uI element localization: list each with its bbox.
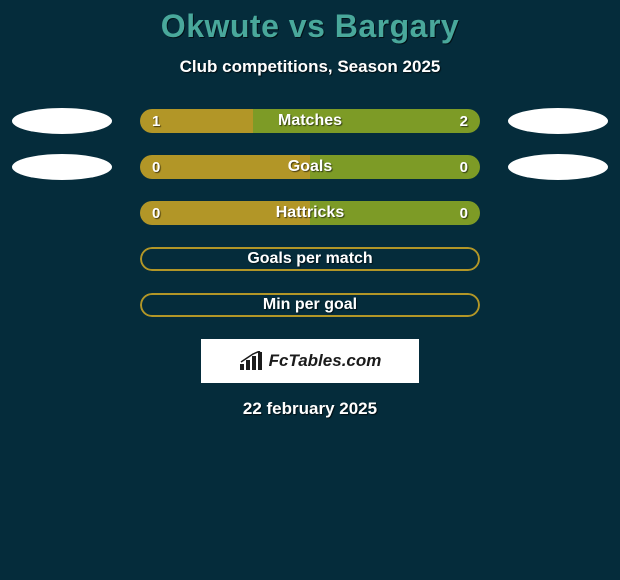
page-title: Okwute vs Bargary [0,8,620,45]
stat-row: Min per goal [0,293,620,317]
comparison-card: Okwute vs Bargary Club competitions, Sea… [0,0,620,419]
player-badge-right [508,154,608,180]
placeholder [508,292,608,318]
logo-inner: FcTables.com [239,351,382,371]
chart-icon [239,351,263,371]
placeholder [12,292,112,318]
stat-row: 00Goals [0,155,620,179]
logo-text: FcTables.com [269,351,382,371]
stat-bar: 12Matches [140,109,480,133]
player-badge-left [12,154,112,180]
player-badge-left [12,108,112,134]
placeholder [508,246,608,272]
stat-bar: 00Hattricks [140,201,480,225]
stat-label: Matches [140,109,480,133]
stat-label: Goals per match [140,247,480,271]
stat-bar: Min per goal [140,293,480,317]
placeholder [508,200,608,226]
stat-label: Goals [140,155,480,179]
stat-bar: 00Goals [140,155,480,179]
logo-box[interactable]: FcTables.com [201,339,419,383]
placeholder [12,200,112,226]
stat-row: Goals per match [0,247,620,271]
placeholder [12,246,112,272]
stat-row: 12Matches [0,109,620,133]
stat-bar: Goals per match [140,247,480,271]
player-badge-right [508,108,608,134]
stats-container: 12Matches 00Goals 00Hattricks Goals per mat… [0,109,620,317]
stat-label: Min per goal [140,293,480,317]
stat-label: Hattricks [140,201,480,225]
subtitle: Club competitions, Season 2025 [0,57,620,77]
date-text: 22 february 2025 [0,399,620,419]
stat-row: 00Hattricks [0,201,620,225]
